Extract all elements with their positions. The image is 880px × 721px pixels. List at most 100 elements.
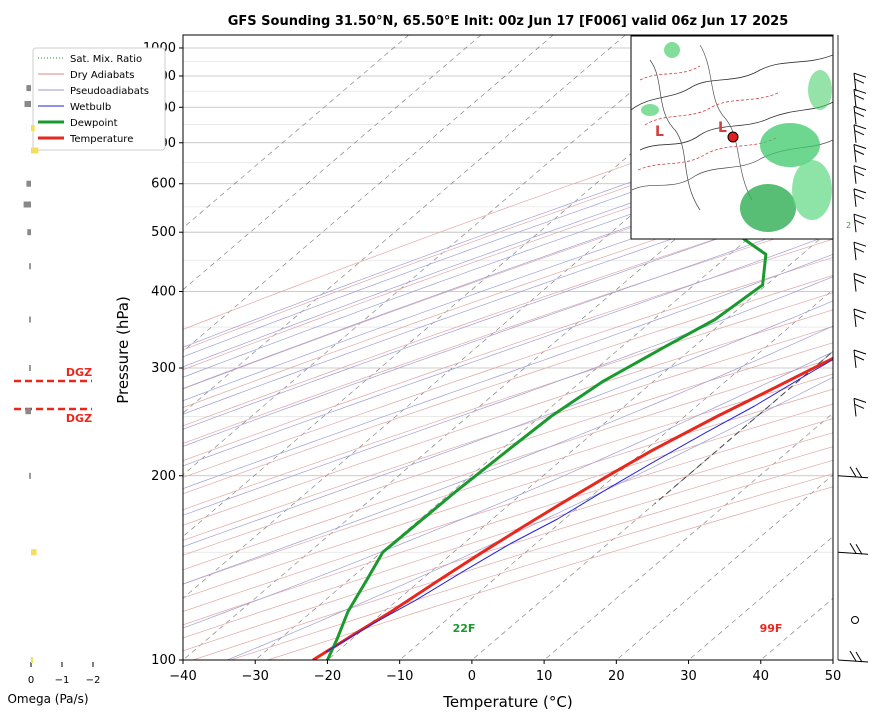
svg-text:Dry Adiabats: Dry Adiabats — [70, 70, 134, 81]
y-tick-label: 100 — [151, 653, 176, 668]
omega-bar — [29, 365, 31, 371]
y-tick-label: 500 — [151, 225, 176, 240]
isotherm — [183, 42, 833, 599]
data-series — [312, 216, 833, 660]
omega-bar — [26, 85, 31, 92]
dry-adiabat — [183, 200, 833, 427]
dgz-top-label: DGZ — [66, 366, 92, 379]
wind-barb — [853, 188, 867, 207]
pseudoadiabat — [183, 111, 833, 348]
omega-panel: Omega (Pa/s) 0 −1 −2 DGZ DGZ — [7, 85, 100, 706]
dry-adiabat — [183, 342, 833, 556]
mixing-ratio-label: 2 — [846, 221, 851, 230]
sounding-location-marker — [727, 131, 739, 143]
wind-barb — [837, 650, 869, 663]
x-axis-label: Temperature (°C) — [442, 693, 572, 711]
dry-adiabat — [183, 373, 833, 585]
wind-barb — [853, 349, 867, 369]
wind-barb — [853, 308, 867, 328]
x-tick-label: −30 — [242, 669, 269, 684]
isotherm — [183, 35, 554, 352]
x-tick-label: −10 — [386, 669, 413, 684]
wind-barb — [853, 397, 867, 417]
y-tick-label: 400 — [151, 285, 176, 300]
svg-text:Sat. Mix. Ratio: Sat. Mix. Ratio — [70, 54, 142, 65]
surface-dewpoint-label: 22F — [453, 622, 476, 635]
omega-bar — [29, 316, 31, 323]
reference-lines — [183, 35, 833, 660]
x-tick-label: 0 — [468, 669, 476, 684]
omega-axis-label: Omega (Pa/s) — [7, 692, 88, 706]
legend-item-dewpoint: Dewpoint — [38, 118, 118, 129]
omega-bar — [25, 408, 31, 415]
wind-barb — [853, 213, 867, 233]
svg-text:Wetbulb: Wetbulb — [70, 102, 111, 113]
pseudoadiabat — [183, 325, 833, 585]
pseudoadiabat — [183, 351, 833, 629]
omega-bar — [31, 125, 35, 131]
isotherm — [832, 659, 833, 660]
dry-adiabat — [183, 238, 833, 462]
pseudoadiabat — [227, 376, 833, 660]
wind-barb — [837, 542, 869, 555]
svg-text:Pseudoadiabats: Pseudoadiabats — [70, 86, 149, 97]
omega-bar — [29, 472, 31, 479]
omega-bar — [31, 147, 39, 154]
dry-adiabat — [183, 219, 833, 444]
series-dewpoint — [326, 216, 833, 660]
y-tick-label: 600 — [151, 177, 176, 192]
legend-item-wetbulb: Wetbulb — [38, 102, 111, 113]
isotherm — [616, 474, 833, 660]
zero-isotherm-line — [654, 350, 833, 505]
dry-adiabat — [183, 309, 833, 526]
dry-adiabat — [183, 116, 833, 351]
dry-adiabat — [183, 93, 833, 330]
dgz-bottom-label: DGZ — [66, 412, 92, 425]
wind-barb — [853, 88, 867, 108]
pseudoadiabat — [183, 122, 833, 358]
svg-text:L: L — [655, 124, 664, 140]
omega-bar — [31, 549, 37, 556]
pseudoadiabat — [183, 214, 833, 447]
svg-text:L: L — [718, 120, 727, 136]
series-wetbulb — [325, 358, 833, 653]
x-tick-label: 20 — [608, 669, 625, 684]
wind-barb — [837, 466, 869, 479]
isotherm — [183, 35, 771, 538]
wind-barb — [853, 105, 867, 125]
y-tick-label: 200 — [151, 469, 176, 484]
dry-adiabat — [183, 275, 833, 495]
wind-barb — [853, 165, 867, 184]
wind-barbs — [837, 35, 869, 663]
legend-item-dry-adiabats: Dry Adiabats — [38, 70, 134, 81]
svg-text:Temperature: Temperature — [69, 134, 133, 145]
pseudoadiabat — [183, 253, 833, 490]
x-tick-label: 50 — [825, 669, 842, 684]
x-tick-label: −20 — [314, 669, 341, 684]
dry-adiabat — [183, 292, 833, 511]
isotherm — [183, 35, 698, 476]
x-tick-label: 10 — [536, 669, 553, 684]
omega-tick-1: −1 — [55, 675, 70, 686]
y-tick-label: 300 — [151, 361, 176, 376]
dry-adiabat — [183, 326, 833, 541]
isotherm — [688, 536, 833, 660]
wind-barb — [853, 72, 867, 92]
legend: Sat. Mix. Ratio Dry Adiabats Pseudoadiab… — [32, 47, 166, 151]
dry-adiabat — [183, 358, 833, 571]
x-tick-label: −40 — [169, 669, 196, 684]
isotherm — [183, 35, 626, 414]
wind-barb — [853, 124, 867, 143]
omega-bar — [29, 263, 31, 270]
x-axis-ticks: −40 −30 −20 −10 0 10 20 30 40 50 — [169, 660, 841, 684]
svg-text:Dewpoint: Dewpoint — [70, 118, 118, 129]
dry-adiabat — [183, 257, 833, 478]
dry-adiabat — [183, 388, 833, 599]
omega-bar — [27, 229, 31, 236]
isotherm — [183, 103, 833, 660]
pseudoadiabat — [183, 197, 833, 430]
legend-item-temperature: Temperature — [38, 134, 133, 145]
isotherm — [327, 227, 833, 660]
inset-map: L L — [630, 35, 834, 240]
isotherm — [471, 350, 833, 660]
